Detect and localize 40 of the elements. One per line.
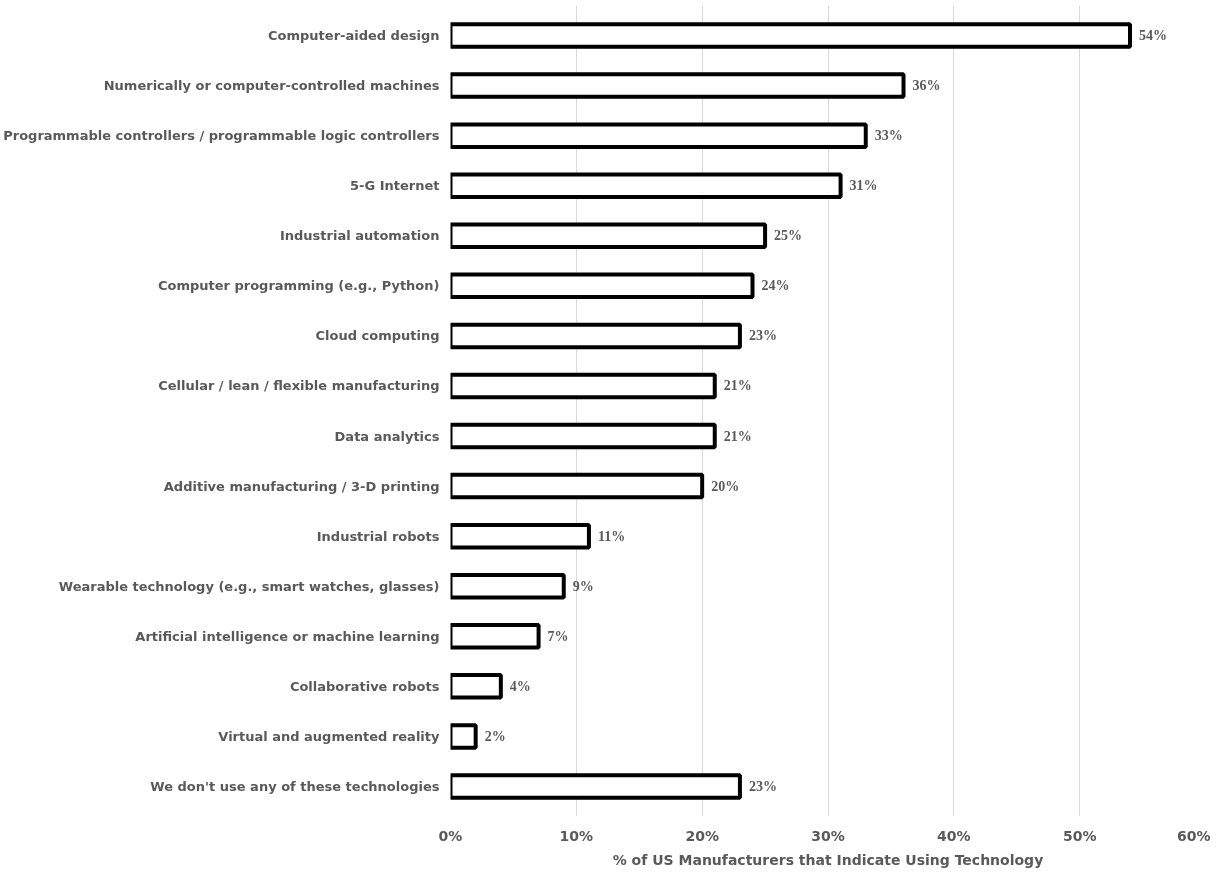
x-tick-label: 60% [1176, 827, 1211, 844]
y-tick-label: Industrial automation [279, 228, 440, 244]
data-label: 23% [748, 778, 777, 794]
data-label: 20% [711, 478, 740, 494]
data-label: 33% [874, 128, 903, 144]
y-tick-label: Cellular / lean / flexible manufacturing [158, 378, 440, 394]
data-label: 25% [774, 228, 803, 244]
data-label: 21% [723, 428, 752, 444]
y-tick-label: Virtual and augmented reality [218, 728, 441, 744]
y-tick-label: Additive manufacturing / 3-D printing [163, 478, 440, 494]
y-tick-label: Computer-aided design [268, 28, 440, 44]
data-label: 4% [509, 678, 531, 694]
y-tick-label: Industrial robots [316, 528, 440, 544]
y-tick-label: Collaborative robots [289, 678, 440, 694]
data-label: 54% [1139, 28, 1167, 44]
y-tick-label: 5-G Internet [350, 178, 440, 194]
data-label: 31% [849, 178, 878, 194]
y-tick-label: Data analytics [334, 428, 440, 444]
data-label: 2% [484, 728, 506, 744]
y-tick-label: Wearable technology (e.g., smart watches, glasses) [58, 578, 440, 594]
y-tick-label: Programmable controllers / programmable logic controllers [3, 128, 440, 144]
y-tick-label: Numerically or computer-controlled machines [103, 78, 440, 94]
data-label: 36% [912, 78, 941, 94]
x-tick-label: 20% [685, 827, 719, 844]
y-tick-label: We don't use any of these technologies [150, 778, 440, 794]
data-label: 9% [572, 578, 594, 594]
y-tick-label: Artificial intelligence or machine learning [135, 628, 440, 644]
data-label: 11% [597, 528, 626, 544]
x-tick-label: 30% [811, 827, 845, 844]
y-tick-label: Cloud computing [315, 328, 440, 344]
data-label: 21% [723, 378, 752, 394]
x-tick-label: 0% [438, 827, 463, 844]
data-label: 24% [761, 278, 790, 294]
data-label: 23% [748, 328, 777, 344]
x-tick-label: 50% [1062, 827, 1097, 844]
x-axis-title: % of US Manufacturers that Indicate Using Technology [612, 851, 1044, 868]
y-tick-label: Computer programming (e.g., Python) [157, 278, 440, 294]
x-tick-label: 10% [559, 827, 594, 844]
x-tick-label: 40% [937, 827, 971, 844]
data-label: 7% [547, 628, 569, 644]
